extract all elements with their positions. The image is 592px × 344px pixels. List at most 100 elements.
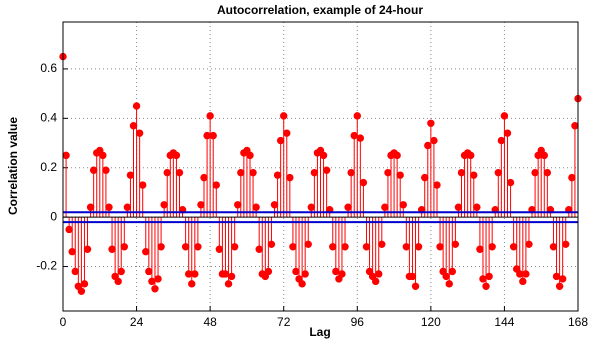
stem-marker — [479, 275, 487, 283]
y-tick-label: 0.4 — [40, 111, 57, 125]
stem-marker — [191, 270, 199, 278]
y-tick-label: 0 — [50, 209, 57, 223]
stem-marker — [157, 243, 165, 251]
x-tick-label: 168 — [568, 315, 588, 329]
x-tick-label: 120 — [421, 315, 441, 329]
stem-marker — [442, 272, 450, 281]
x-tick-label: 0 — [60, 315, 67, 329]
x-tick-label: 72 — [277, 315, 291, 329]
stem-marker — [399, 201, 407, 209]
stem-marker — [145, 267, 153, 276]
stem-marker — [531, 168, 539, 177]
stem-marker — [80, 280, 89, 288]
stem-marker — [488, 243, 496, 251]
stem-marker — [184, 270, 193, 278]
stem-marker — [209, 131, 217, 140]
stem-marker — [83, 245, 92, 253]
stem-marker — [503, 129, 512, 137]
stem-marker — [129, 122, 138, 130]
stem-marker — [273, 171, 282, 179]
stem-marker — [411, 282, 420, 290]
stem-marker — [522, 270, 530, 278]
stem-marker — [319, 151, 328, 160]
x-tick-label: 24 — [130, 315, 144, 329]
stem-marker — [562, 240, 570, 249]
stem-marker — [255, 245, 263, 253]
stem-marker — [197, 201, 205, 209]
stem-marker — [135, 129, 144, 137]
stem-marker — [270, 201, 279, 209]
stem-marker — [457, 168, 466, 177]
stem-marker — [286, 173, 294, 182]
stem-marker — [108, 245, 116, 253]
stem-marker — [151, 285, 159, 293]
stem-marker — [203, 131, 211, 140]
stem-marker — [375, 270, 383, 278]
stem-marker — [62, 151, 70, 160]
stem-marker — [445, 280, 453, 288]
stem-marker — [142, 248, 150, 256]
stem-marker — [172, 151, 181, 160]
stem-marker — [194, 243, 202, 251]
stem-marker — [332, 267, 340, 276]
stem-marker — [237, 168, 245, 177]
stem-marker — [571, 122, 579, 130]
stem-marker — [329, 243, 337, 251]
stem-marker — [506, 178, 515, 187]
stem-marker — [341, 243, 349, 251]
stem-marker — [408, 272, 417, 281]
stem-marker — [280, 112, 288, 120]
stem-marker — [154, 275, 162, 283]
stem-marker — [558, 275, 567, 283]
stem-marker — [568, 173, 576, 182]
stem-marker — [356, 134, 365, 142]
stem-marker — [77, 287, 86, 295]
stem-marker — [384, 168, 392, 177]
stem-marker — [421, 173, 429, 182]
stem-marker — [378, 240, 386, 249]
stem-marker — [105, 203, 113, 211]
stem-marker — [347, 168, 355, 177]
stem-marker — [433, 181, 441, 189]
stem-marker — [344, 203, 352, 211]
stem-marker — [525, 240, 533, 249]
stem-marker — [304, 240, 312, 249]
x-tick-label: 48 — [203, 315, 217, 329]
stem-marker — [552, 272, 561, 281]
stem-marker — [307, 203, 316, 211]
plot-frame — [62, 21, 579, 312]
stem-marker — [338, 270, 346, 278]
stem-marker — [276, 136, 285, 145]
stem-marker — [470, 171, 478, 179]
stem-marker — [230, 243, 239, 251]
stem-marker — [427, 119, 435, 127]
stem-marker — [234, 201, 242, 209]
stem-marker — [221, 270, 230, 278]
stem-marker — [476, 245, 484, 253]
stem-marker — [148, 277, 156, 286]
y-axis-label: Correlation value — [6, 117, 20, 215]
x-tick-label: 144 — [494, 315, 514, 329]
stem-marker — [396, 171, 404, 179]
stem-marker — [175, 168, 184, 177]
stem-marker — [132, 102, 141, 110]
y-tick-label: 0.2 — [40, 160, 57, 174]
stem-marker — [227, 272, 236, 281]
stem-marker — [120, 243, 129, 251]
stem-marker — [252, 203, 260, 211]
stem-marker — [371, 277, 380, 286]
stem-marker — [200, 173, 208, 182]
stem-marker — [497, 136, 506, 145]
stem-marker — [485, 272, 493, 281]
stem-marker — [310, 168, 319, 177]
stem-marker — [212, 181, 220, 189]
stem-marker — [102, 166, 110, 174]
stem-marker — [215, 245, 224, 253]
stem-marker — [414, 243, 423, 251]
stem-marker — [322, 166, 331, 174]
stem-marker — [543, 168, 552, 177]
stem-marker — [181, 243, 190, 251]
stem-marker — [549, 243, 558, 251]
